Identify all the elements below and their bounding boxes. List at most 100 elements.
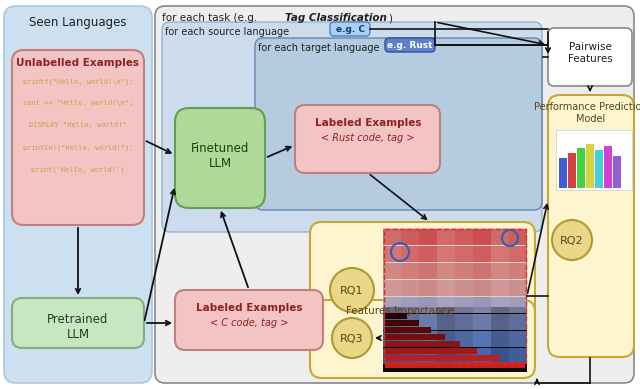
Bar	[385, 348, 477, 354]
Text: println!("Hello, world!");: println!("Hello, world!");	[23, 144, 133, 151]
Bar	[437, 263, 454, 279]
FancyBboxPatch shape	[162, 22, 542, 232]
Bar	[586, 144, 594, 188]
Bar	[509, 263, 527, 279]
Text: Features Importance: Features Importance	[346, 306, 454, 316]
Bar	[401, 347, 419, 364]
Bar	[419, 314, 436, 330]
Bar	[401, 296, 419, 313]
FancyBboxPatch shape	[385, 38, 435, 52]
Text: Model: Model	[577, 114, 605, 124]
Bar	[455, 245, 472, 262]
Bar	[595, 150, 603, 188]
Circle shape	[332, 318, 372, 358]
Bar	[509, 228, 527, 245]
Bar	[473, 296, 490, 313]
Bar	[383, 296, 401, 313]
Bar	[559, 158, 567, 188]
FancyBboxPatch shape	[310, 222, 535, 370]
Bar	[491, 245, 509, 262]
Bar	[509, 347, 527, 364]
FancyBboxPatch shape	[12, 50, 144, 225]
Text: Pairwise
Features: Pairwise Features	[568, 42, 612, 63]
Bar	[473, 228, 490, 245]
Bar	[385, 327, 431, 333]
Text: RQ2: RQ2	[560, 236, 584, 246]
Bar	[401, 280, 419, 296]
FancyBboxPatch shape	[175, 290, 323, 350]
Bar	[383, 331, 401, 347]
FancyBboxPatch shape	[330, 22, 370, 36]
Bar	[437, 280, 454, 296]
Bar	[401, 228, 419, 245]
Text: printf("Hello, world!\n");: printf("Hello, world!\n");	[23, 78, 133, 84]
FancyBboxPatch shape	[295, 105, 440, 173]
Text: for each target language: for each target language	[258, 43, 380, 53]
Bar	[383, 314, 401, 330]
Circle shape	[552, 220, 592, 260]
Bar	[509, 296, 527, 313]
Bar	[419, 245, 436, 262]
Bar	[383, 280, 401, 296]
Text: RQ1: RQ1	[340, 286, 364, 296]
Bar	[491, 331, 509, 347]
Bar	[437, 296, 454, 313]
Bar	[383, 347, 401, 364]
Bar	[419, 331, 436, 347]
Text: cout << "Hello, world!\n";: cout << "Hello, world!\n";	[23, 100, 133, 106]
Bar	[385, 341, 460, 347]
Bar	[383, 245, 401, 262]
Bar	[383, 228, 401, 245]
Bar	[491, 296, 509, 313]
Bar	[401, 331, 419, 347]
Bar	[419, 347, 436, 364]
Bar	[385, 355, 500, 361]
Bar	[401, 245, 419, 262]
Bar	[491, 263, 509, 279]
Text: Labeled Examples: Labeled Examples	[315, 118, 421, 128]
Text: Finetuned
LLM: Finetuned LLM	[191, 142, 249, 170]
Bar	[455, 314, 472, 330]
FancyBboxPatch shape	[155, 6, 634, 383]
Text: < Rust code, tag >: < Rust code, tag >	[321, 133, 415, 143]
Bar	[604, 146, 612, 188]
Bar	[385, 362, 525, 368]
Bar	[455, 347, 472, 364]
Bar	[383, 228, 527, 364]
Bar	[473, 245, 490, 262]
Bar	[437, 228, 454, 245]
Bar	[384, 229, 526, 363]
Text: Tag Classification: Tag Classification	[285, 13, 387, 23]
Bar	[385, 320, 419, 326]
Bar	[419, 228, 436, 245]
Bar	[437, 245, 454, 262]
Bar	[473, 263, 490, 279]
FancyBboxPatch shape	[4, 6, 152, 383]
Text: e.g. Rust: e.g. Rust	[387, 41, 433, 50]
Bar	[509, 245, 527, 262]
Bar	[419, 263, 436, 279]
FancyBboxPatch shape	[310, 300, 535, 378]
Text: print('Hello, world!'): print('Hello, world!')	[31, 166, 125, 172]
Text: e.g. C: e.g. C	[335, 25, 365, 34]
Bar	[437, 331, 454, 347]
Bar	[491, 314, 509, 330]
Bar	[455, 280, 472, 296]
Text: RQ3: RQ3	[340, 334, 364, 344]
Bar	[437, 314, 454, 330]
Bar	[473, 347, 490, 364]
Bar	[419, 296, 436, 313]
Bar	[385, 334, 445, 340]
FancyBboxPatch shape	[548, 95, 634, 357]
Bar	[491, 347, 509, 364]
Bar	[509, 280, 527, 296]
Bar	[509, 314, 527, 330]
Text: for each source language: for each source language	[165, 27, 289, 37]
FancyBboxPatch shape	[175, 108, 265, 208]
Bar	[491, 280, 509, 296]
Circle shape	[330, 268, 374, 312]
Text: Labeled Examples: Labeled Examples	[196, 303, 302, 313]
Bar	[419, 280, 436, 296]
Bar	[401, 314, 419, 330]
Text: Unlabelled Examples: Unlabelled Examples	[17, 58, 140, 68]
